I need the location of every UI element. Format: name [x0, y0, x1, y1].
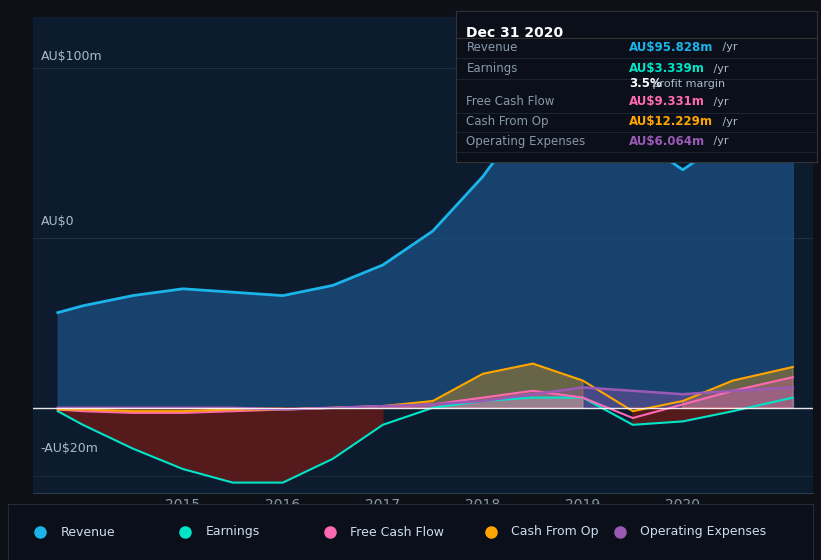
- Text: Revenue: Revenue: [61, 525, 115, 539]
- Text: Earnings: Earnings: [205, 525, 259, 539]
- Text: -AU$20m: -AU$20m: [41, 442, 99, 455]
- Text: 3.5%: 3.5%: [629, 77, 662, 90]
- Text: /yr: /yr: [719, 43, 738, 53]
- Text: Cash From Op: Cash From Op: [466, 115, 549, 128]
- Text: AU$12.229m: AU$12.229m: [629, 115, 713, 128]
- Text: Cash From Op: Cash From Op: [511, 525, 599, 539]
- Text: Free Cash Flow: Free Cash Flow: [466, 95, 555, 109]
- Text: AU$9.331m: AU$9.331m: [629, 95, 705, 109]
- Text: Free Cash Flow: Free Cash Flow: [351, 525, 444, 539]
- Text: AU$100m: AU$100m: [41, 50, 103, 63]
- Text: AU$0: AU$0: [41, 215, 74, 228]
- Text: Operating Expenses: Operating Expenses: [466, 135, 585, 148]
- Text: AU$3.339m: AU$3.339m: [629, 62, 705, 75]
- Text: Operating Expenses: Operating Expenses: [640, 525, 766, 539]
- Text: /yr: /yr: [719, 116, 738, 127]
- Text: profit margin: profit margin: [649, 79, 725, 89]
- Text: AU$6.064m: AU$6.064m: [629, 135, 705, 148]
- Text: Dec 31 2020: Dec 31 2020: [466, 26, 564, 40]
- Text: /yr: /yr: [710, 136, 729, 146]
- Text: /yr: /yr: [710, 64, 729, 74]
- Text: Revenue: Revenue: [466, 41, 518, 54]
- Text: Earnings: Earnings: [466, 62, 518, 75]
- Text: AU$95.828m: AU$95.828m: [629, 41, 713, 54]
- Text: /yr: /yr: [710, 97, 729, 107]
